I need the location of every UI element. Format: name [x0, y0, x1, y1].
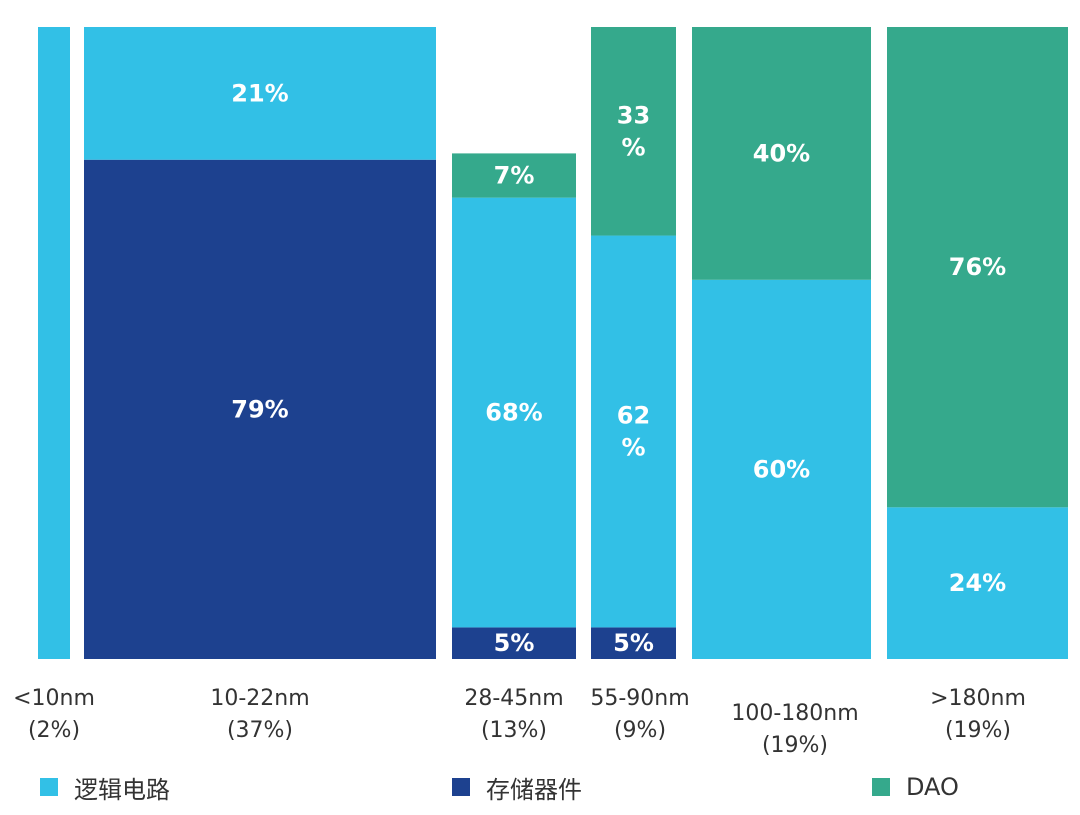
bar-segment-28-45nm-DAO: [452, 153, 576, 198]
bar-segment-28-45nm-存储器件: [452, 627, 576, 659]
data-label: 79%: [231, 395, 288, 423]
x-tick-label: 10-22nm: [210, 686, 309, 711]
legend-swatch-dao: [872, 778, 890, 796]
data-label: 7%: [494, 162, 535, 190]
data-label: 40%: [753, 139, 810, 167]
x-tick-share-label: (2%): [28, 718, 80, 743]
x-tick-label: 55-90nm: [590, 686, 689, 711]
legend-swatch-memory: [452, 778, 470, 796]
bar-segment-100-180nm-DAO: [692, 27, 871, 280]
bar-segment-55-90nm-逻辑电路: [591, 235, 676, 628]
data-label: 5%: [613, 629, 654, 657]
legend-label-dao: DAO: [906, 773, 959, 801]
x-tick-share-label: (19%): [762, 733, 828, 758]
data-label: 60%: [753, 455, 810, 483]
x-tick-label: 28-45nm: [464, 686, 563, 711]
bar-segment-<10nm-逻辑电路: [38, 27, 70, 659]
bar-segment-55-90nm-DAO: [591, 27, 676, 236]
x-tick-share-label: (19%): [945, 718, 1011, 743]
bar-segment->180nm-逻辑电路: [887, 507, 1068, 659]
bar-segment-10-22nm-逻辑电路: [84, 27, 436, 160]
bar-segment->180nm-DAO: [887, 27, 1068, 508]
x-tick-label: <10nm: [13, 686, 95, 711]
x-tick-share-label: (9%): [614, 718, 666, 743]
bar-segment-100-180nm-逻辑电路: [692, 279, 871, 659]
x-tick-share-label: (13%): [481, 718, 547, 743]
legend-label-memory: 存储器件: [486, 775, 582, 804]
legend-item-dao: DAO: [872, 770, 959, 804]
bar-segment-28-45nm-逻辑电路: [452, 197, 576, 628]
data-label: 33%: [617, 101, 650, 161]
x-tick-label: 100-180nm: [731, 701, 858, 726]
bar-segment-10-22nm-存储器件: [84, 159, 436, 659]
legend-item-memory: 存储器件: [452, 770, 582, 804]
data-label: 76%: [949, 253, 1006, 281]
data-label: 5%: [494, 629, 535, 657]
legend-label-logic: 逻辑电路: [74, 775, 170, 804]
bar-segment-55-90nm-存储器件: [591, 627, 676, 659]
x-tick-label: >180nm: [930, 686, 1026, 711]
data-label: 62%: [617, 401, 650, 461]
legend-swatch-logic: [40, 778, 58, 796]
data-label: 68%: [485, 399, 542, 427]
data-label: 21%: [231, 79, 288, 107]
legend-item-logic: 逻辑电路: [40, 770, 170, 804]
x-tick-share-label: (37%): [227, 718, 293, 743]
data-label: 24%: [949, 569, 1006, 597]
